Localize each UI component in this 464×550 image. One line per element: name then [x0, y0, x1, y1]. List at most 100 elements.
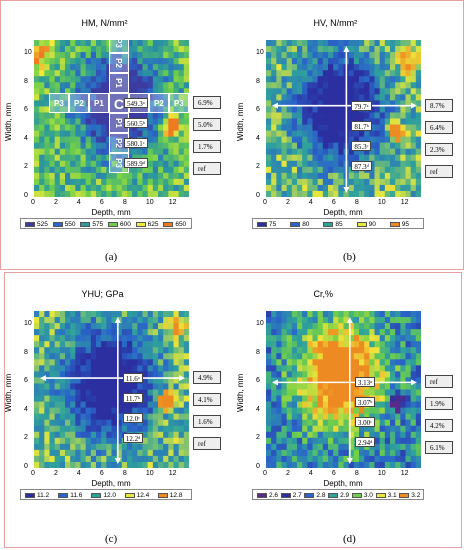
heatmap-cell: [111, 323, 118, 330]
heatmap-cell: [328, 178, 334, 186]
heatmap-cell: [54, 184, 61, 192]
heatmap-cell: [384, 461, 391, 468]
heatmap-cell: [276, 100, 283, 108]
value-label: 589.9ᵈ: [123, 157, 148, 168]
legend-item: 650: [163, 221, 186, 228]
heatmap-cell: [142, 353, 149, 360]
heatmap-cell: [54, 82, 61, 89]
heatmap-cell: [317, 317, 324, 324]
heatmap-cell: [379, 100, 386, 108]
heatmap-cell: [70, 311, 76, 318]
heatmap-cell: [142, 40, 149, 47]
heatmap-cell: [121, 443, 128, 451]
heatmap-cell: [116, 371, 123, 379]
heatmap-cell: [364, 130, 370, 138]
heatmap-cell: [348, 148, 355, 156]
heatmap-cell: [39, 311, 45, 318]
heatmap-cell: [96, 106, 102, 114]
heatmap-cell: [75, 130, 82, 138]
heatmap-cell: [312, 437, 319, 445]
heatmap-cell: [291, 130, 298, 138]
heatmap-cell: [384, 142, 391, 150]
heatmap-cell: [364, 461, 370, 468]
heatmap-cell: [106, 142, 113, 150]
heatmap-cell: [106, 407, 113, 415]
heatmap-cell: [297, 401, 303, 409]
heatmap-cell: [152, 419, 159, 427]
heatmap-cell: [34, 148, 40, 156]
heatmap-cell: [163, 172, 169, 180]
heatmap-cell: [333, 82, 339, 89]
heatmap-cell: [80, 160, 87, 168]
heatmap-cell: [158, 40, 164, 47]
heatmap-cell: [127, 443, 133, 451]
heatmap-cell: [163, 136, 169, 144]
heatmap-cell: [101, 359, 107, 366]
heatmap-cell: [271, 172, 277, 180]
heatmap-cell: [183, 323, 189, 330]
heatmap-cell: [390, 359, 396, 366]
heatmap-cell: [338, 118, 345, 126]
heatmap-cell: [54, 425, 61, 433]
heatmap-cell: [415, 443, 421, 451]
ratio-label: 1.9%: [425, 397, 453, 411]
heatmap-cell: [364, 371, 370, 379]
heatmap-cell: [379, 419, 386, 427]
heatmap-cell: [395, 461, 401, 468]
heatmap-cell: [369, 58, 376, 65]
heatmap-cell: [147, 118, 154, 126]
heatmap-cell: [266, 40, 272, 47]
heatmap-cell: [395, 46, 401, 53]
heatmap-cell: [359, 52, 365, 59]
heatmap-cell: [410, 70, 417, 77]
heatmap-cell: [405, 449, 412, 457]
heatmap-cell: [353, 184, 360, 192]
heatmap-cell: [390, 124, 396, 132]
heatmap-cell: [152, 70, 159, 77]
heatmap-cell: [96, 190, 102, 197]
heatmap-cell: [142, 166, 149, 174]
heatmap-cell: [106, 383, 113, 391]
heatmap-cell: [80, 124, 87, 132]
heatmap-cell: [75, 112, 82, 120]
heatmap-cell: [276, 413, 283, 421]
heatmap-cell: [405, 353, 412, 360]
heatmap-cell: [54, 329, 61, 336]
heatmap-cell: [400, 443, 407, 451]
heatmap-cell: [34, 461, 40, 468]
heatmap-cell: [163, 178, 169, 186]
heatmap-cell: [286, 455, 293, 463]
heatmap-cell: [359, 311, 365, 318]
heatmap-cell: [59, 413, 66, 421]
heatmap-cell: [410, 190, 417, 197]
heatmap-cell: [281, 46, 288, 53]
heatmap-cell: [364, 136, 370, 144]
heatmap-cell: [127, 353, 133, 360]
heatmap-cell: [286, 413, 293, 421]
heatmap-cell: [96, 455, 102, 463]
heatmap-cell: [384, 118, 391, 126]
heatmap-cell: [343, 353, 350, 360]
heatmap-cell: [338, 64, 345, 71]
heatmap-cell: [379, 58, 386, 65]
heatmap-cell: [132, 52, 138, 59]
heatmap-cell: [384, 311, 391, 318]
heatmap-cell: [90, 341, 97, 348]
heatmap-cell: [390, 178, 396, 186]
heatmap-cell: [106, 425, 113, 433]
heatmap-cell: [348, 46, 355, 53]
heatmap-cell: [173, 419, 180, 427]
heatmap-cell: [379, 425, 386, 433]
heatmap-cell: [271, 88, 277, 95]
y-tick-label: 2: [256, 434, 260, 442]
heatmap-cell: [106, 166, 113, 174]
heatmap-cell: [338, 365, 345, 372]
heatmap-cell: [369, 184, 376, 192]
heatmap-cell: [142, 443, 149, 451]
heatmap-cell: [271, 425, 277, 433]
x-tick-label: 0: [263, 199, 267, 206]
heatmap-cell: [266, 46, 272, 53]
heatmap-cell: [85, 160, 92, 168]
heatmap-cell: [322, 371, 329, 379]
heatmap-cell: [302, 341, 308, 348]
